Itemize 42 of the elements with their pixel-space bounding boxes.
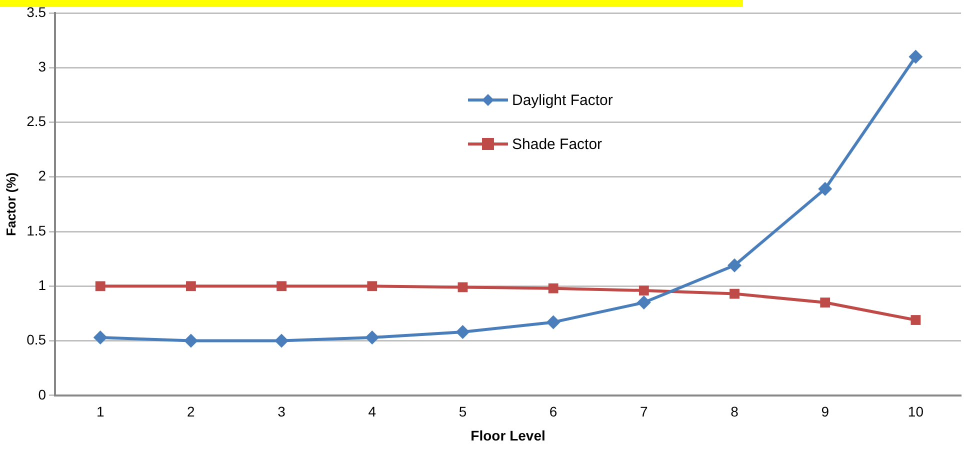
x-tick-label: 6 bbox=[549, 404, 558, 420]
point bbox=[458, 282, 468, 292]
y-axis-title: Factor (%) bbox=[3, 172, 18, 236]
point bbox=[548, 283, 558, 294]
point bbox=[910, 315, 921, 325]
y-tick-label: 3.5 bbox=[26, 4, 46, 20]
x-tick-label: 4 bbox=[368, 404, 376, 420]
point bbox=[728, 258, 742, 272]
x-axis-title: Floor Level bbox=[470, 427, 546, 444]
y-tick-label: 1.5 bbox=[26, 222, 46, 238]
point bbox=[638, 286, 649, 296]
y-tick-label: 1 bbox=[38, 277, 46, 293]
point bbox=[186, 281, 196, 292]
y-tick-label: 0 bbox=[38, 386, 46, 402]
point bbox=[274, 334, 289, 348]
point bbox=[730, 288, 740, 299]
legend-label: Daylight Factor bbox=[512, 92, 613, 108]
point bbox=[820, 298, 830, 308]
x-tick-label: 8 bbox=[730, 404, 739, 420]
x-tick-label: 9 bbox=[821, 404, 830, 420]
point bbox=[546, 315, 560, 330]
point bbox=[365, 330, 380, 344]
y-tick-label: 2.5 bbox=[26, 113, 46, 130]
point bbox=[636, 296, 651, 310]
x-tick-label: 5 bbox=[458, 404, 467, 420]
y-tick-label: 0.5 bbox=[26, 332, 46, 348]
x-tick-label: 2 bbox=[187, 404, 196, 420]
y-tick-label: 3 bbox=[38, 58, 46, 74]
point bbox=[908, 50, 923, 64]
x-tick-label: 1 bbox=[96, 404, 104, 420]
point bbox=[456, 325, 470, 340]
point bbox=[818, 182, 832, 196]
y-tick-label: 2 bbox=[38, 168, 46, 184]
point bbox=[184, 334, 198, 348]
x-tick-label: 10 bbox=[908, 404, 924, 420]
point bbox=[367, 281, 378, 292]
point bbox=[276, 281, 286, 292]
x-tick-label: 3 bbox=[278, 404, 286, 420]
point bbox=[95, 281, 106, 292]
legend-label: Shade Factor bbox=[512, 136, 602, 152]
x-tick-label: 7 bbox=[640, 404, 648, 420]
point bbox=[93, 330, 108, 344]
